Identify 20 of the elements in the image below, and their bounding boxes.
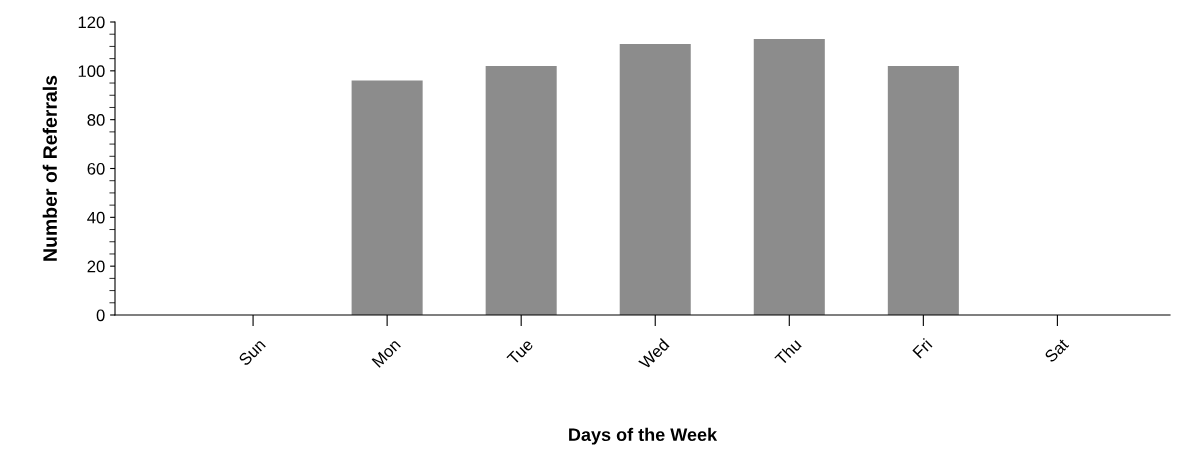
- x-tick-label: Fri: [911, 338, 933, 359]
- x-tick-label: Thu: [773, 338, 802, 366]
- y-axis-title: Number of Referrals: [42, 75, 57, 261]
- bar: [351, 80, 423, 315]
- y-tick-label: 0: [96, 309, 105, 322]
- x-tick-label: Sat: [1043, 337, 1070, 364]
- y-tick-label: 20: [87, 260, 105, 273]
- bar: [619, 43, 691, 315]
- y-tick-label: 40: [87, 211, 105, 224]
- x-tick-label: Sun: [237, 338, 266, 367]
- x-tick-label: Mon: [371, 338, 401, 368]
- x-tick-label: Tue: [506, 338, 534, 366]
- y-tick-label: 120: [78, 16, 105, 29]
- bar: [753, 39, 825, 315]
- x-axis-title: Days of the Week: [569, 427, 718, 445]
- y-tick-label: 80: [87, 114, 105, 126]
- y-tick-label: 60: [87, 162, 105, 175]
- bar: [887, 65, 959, 315]
- y-tick-label: 100: [78, 65, 105, 78]
- bar: [485, 65, 557, 315]
